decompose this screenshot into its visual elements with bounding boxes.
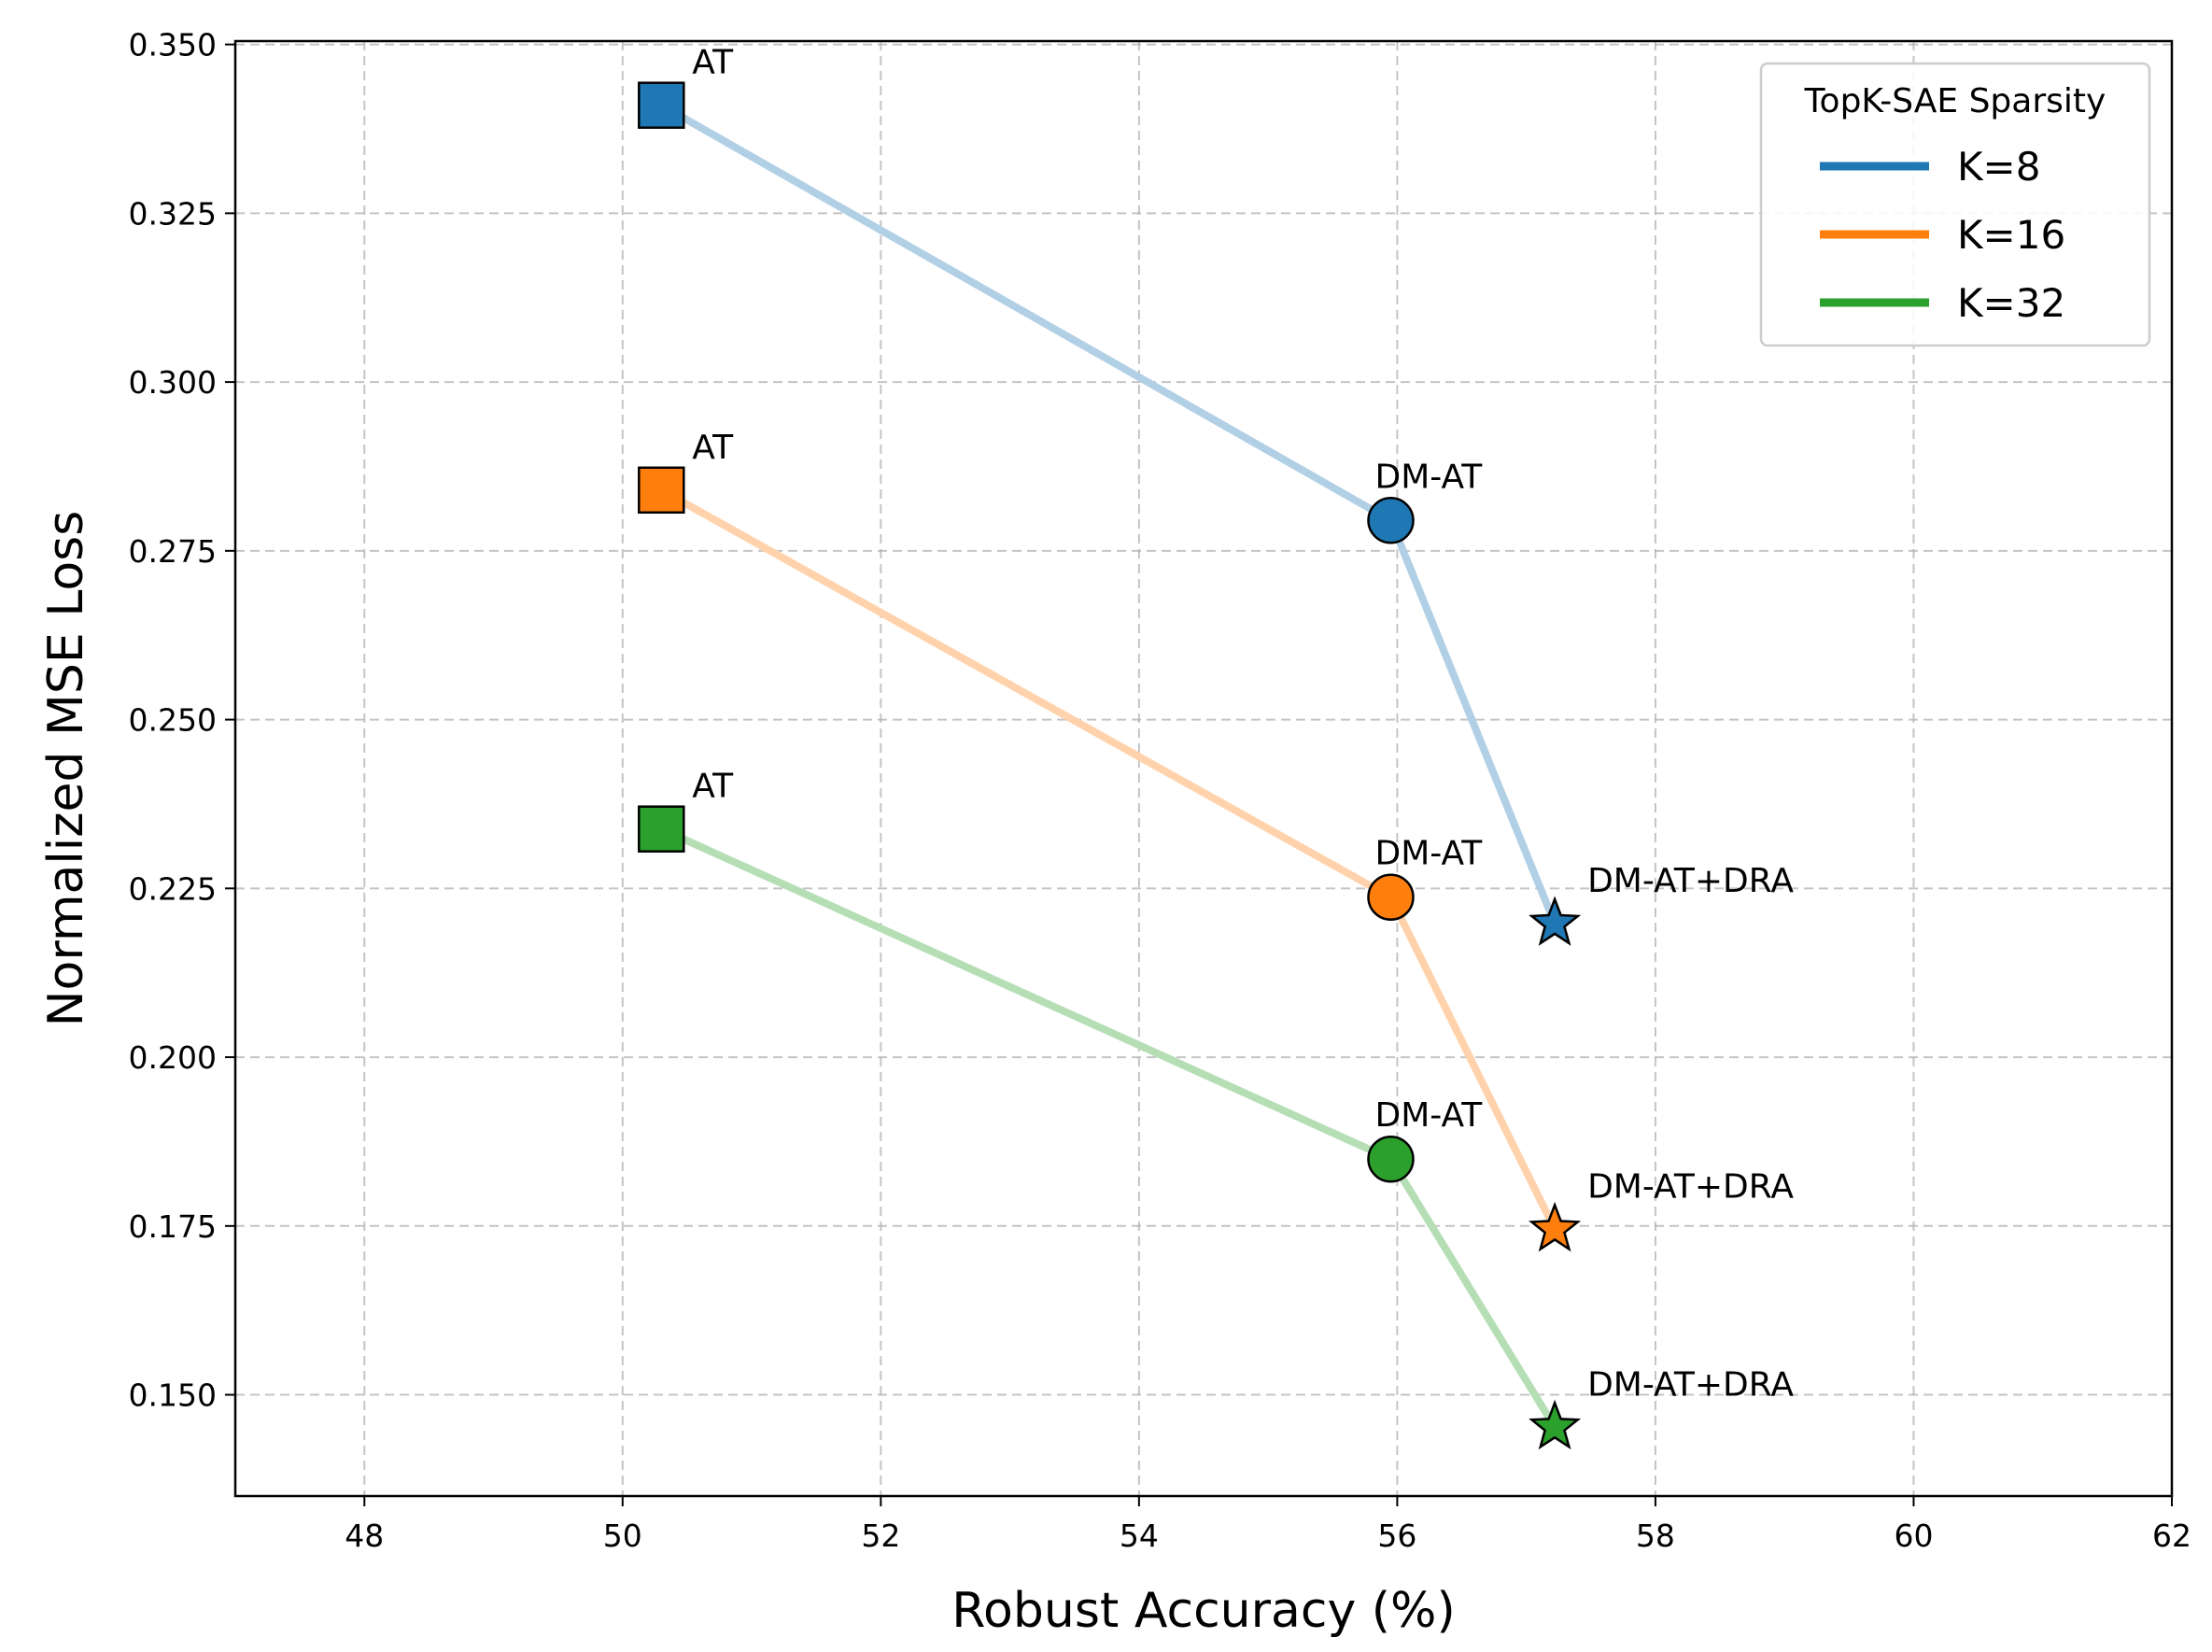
x-tick-label: 54 [1120,1518,1159,1554]
legend-label-K=8: K=8 [1957,144,2040,190]
y-tick-label: 0.350 [129,27,217,64]
axis-ticks: 48 50 52 54 56 58 60 62 0.150 0.175 0.200 0.225 0.25… [129,27,2191,1554]
x-tick-label: 56 [1377,1518,1416,1554]
point-label-K=16: DM-AT [1374,835,1483,873]
y-tick-label: 0.250 [129,702,217,739]
x-tick-label: 58 [1636,1518,1675,1554]
legend-label-K=16: K=16 [1957,212,2065,258]
legend: TopK-SAE Sparsity K=8 K=16 K=32 [1759,62,2151,347]
legend-box [1759,62,2151,347]
y-tick-label: 0.150 [129,1377,217,1414]
series-lines [659,102,1558,1430]
point-label-K=8: DM-AT [1374,458,1483,496]
y-tick-label: 0.275 [129,533,217,570]
y-tick-label: 0.175 [129,1208,217,1245]
point-label-K=32: AT [692,768,734,806]
marker-square-K=16 [638,466,685,515]
point-label-K=8: AT [692,44,734,82]
y-tick-label: 0.325 [129,195,217,232]
marker-circle-K=32 [1367,1135,1415,1183]
point-label-K=8: DM-AT+DRA [1587,862,1794,900]
marker-star-K=16 [1529,1201,1582,1252]
x-axis-title: Robust Accuracy (%) [951,1583,1456,1639]
x-tick-label: 62 [2152,1518,2191,1554]
y-axis-title: Normalized MSE Loss [38,511,94,1027]
plot-area-frame [233,39,2174,1498]
point-labels: AT DM-AT DM-AT+DRA AT DM-AT DM-AT+DRA AT DM-AT D… [692,44,1794,1405]
marker-star-K=8 [1529,896,1582,946]
x-tick-label: 50 [603,1518,642,1554]
legend-title: TopK-SAE Sparsity [1804,82,2106,120]
marker-circle-K=16 [1367,873,1415,921]
point-label-K=32: DM-AT+DRA [1587,1365,1794,1404]
marker-square-K=8 [638,81,685,129]
legend-label-K=32: K=32 [1957,280,2065,326]
marker-circle-K=8 [1367,497,1415,544]
data-points [638,81,1582,1450]
marker-square-K=32 [638,805,685,853]
point-label-K=16: DM-AT+DRA [1587,1167,1794,1206]
y-tick-label: 0.200 [129,1039,217,1076]
point-label-K=32: DM-AT [1374,1096,1483,1135]
point-label-K=16: AT [692,429,734,467]
series-line-K=8 [659,102,1558,925]
y-tick-label: 0.225 [129,870,217,907]
x-tick-label: 52 [861,1518,900,1554]
x-tick-label: 60 [1894,1518,1933,1554]
y-tick-label: 0.300 [129,364,217,401]
x-tick-label: 48 [345,1518,384,1554]
marker-star-K=32 [1529,1399,1582,1450]
